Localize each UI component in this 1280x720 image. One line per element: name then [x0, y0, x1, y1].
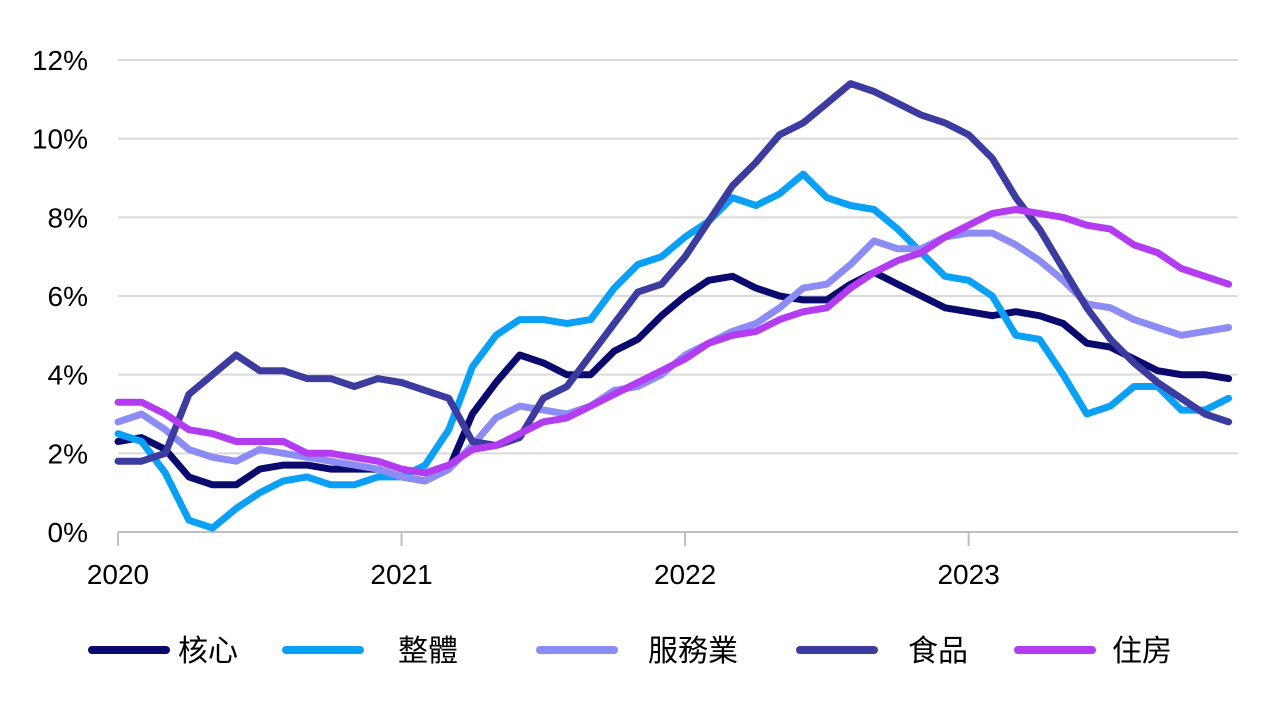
x-tick-label: 2023: [937, 559, 999, 590]
y-axis: 0% 2% 4% 6% 8% 10% 12%: [32, 45, 88, 548]
legend-label-housing: 住房: [1112, 634, 1172, 669]
series-line-core: [114, 268, 1233, 489]
series-line-overall: [114, 170, 1233, 532]
y-tick-label: 0%: [48, 517, 88, 548]
series-lines: [114, 80, 1233, 532]
legend: 核心 整體 服務業 食品 住房: [88, 634, 1172, 669]
y-tick-label: 4%: [48, 360, 88, 391]
legend-item-services: 服務業: [536, 634, 738, 669]
legend-label-overall: 整體: [398, 634, 458, 669]
y-tick-label: 8%: [48, 202, 88, 233]
legend-item-overall: 整體: [282, 634, 458, 669]
y-tick-label: 10%: [32, 124, 88, 155]
x-tick-label: 2020: [87, 559, 149, 590]
series-line-housing: [114, 206, 1233, 477]
legend-label-core: 核心: [178, 634, 238, 669]
y-tick-label: 6%: [48, 281, 88, 312]
legend-item-food: 食品: [796, 634, 968, 669]
x-tick-label: 2022: [654, 559, 716, 590]
series-line-food: [114, 80, 1233, 465]
legend-label-services: 服務業: [648, 634, 738, 669]
y-tick-label: 2%: [48, 438, 88, 469]
x-tick-label: 2021: [370, 559, 432, 590]
legend-item-housing: 住房: [1014, 634, 1172, 669]
y-tick-label: 12%: [32, 45, 88, 76]
legend-item-core: 核心: [88, 634, 238, 669]
legend-label-food: 食品: [908, 634, 968, 669]
x-axis: 2020 2021 2022 2023: [87, 532, 1000, 590]
gridlines: [118, 59, 1238, 533]
